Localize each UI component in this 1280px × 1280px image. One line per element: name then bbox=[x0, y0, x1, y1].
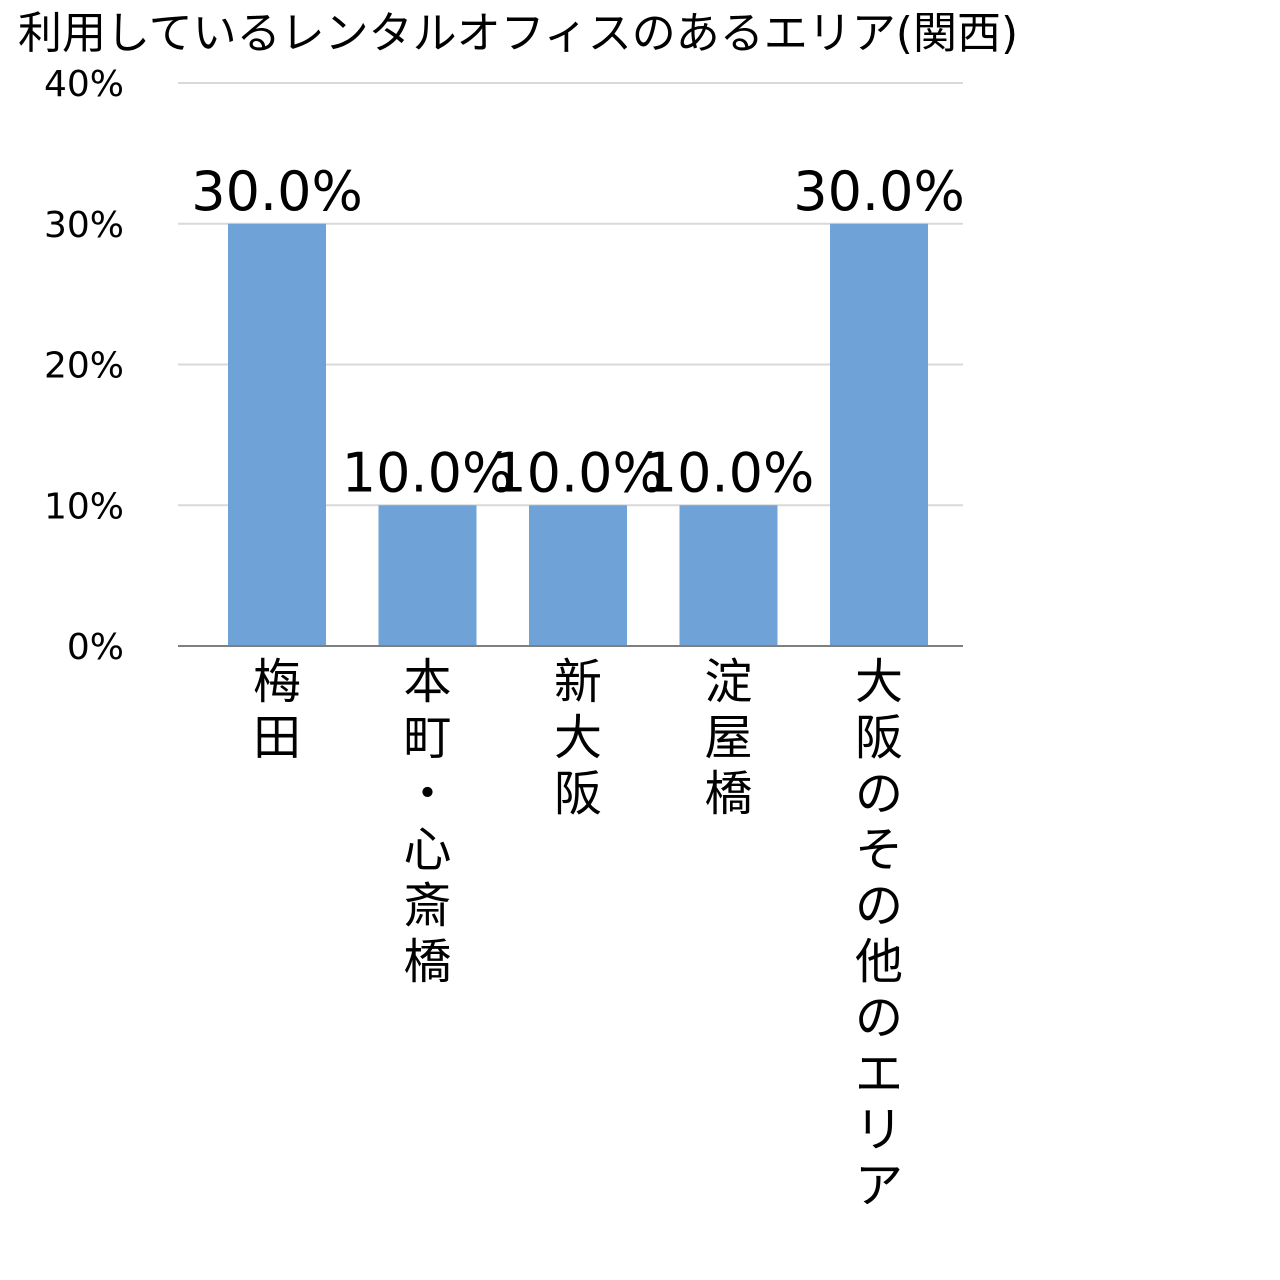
data-label: 10.0% bbox=[643, 441, 815, 504]
bar bbox=[529, 505, 627, 646]
category-label: 本町・心斎橋 bbox=[403, 654, 451, 990]
y-tick-label: 20% bbox=[44, 346, 124, 387]
category-label: 新大阪 bbox=[554, 654, 602, 822]
data-label: 30.0% bbox=[793, 160, 965, 223]
bar bbox=[679, 505, 778, 646]
data-label: 10.0% bbox=[492, 441, 664, 504]
y-tick-label: 30% bbox=[44, 205, 124, 246]
category-labels: 梅田 本町・心斎橋 新大阪 淀屋橋 大阪のその他のエリア bbox=[253, 654, 903, 1214]
bar bbox=[378, 505, 477, 646]
category-label: 梅田 bbox=[253, 654, 301, 766]
y-tick-label: 10% bbox=[44, 486, 124, 527]
data-label: 30.0% bbox=[191, 160, 363, 223]
data-label: 10.0% bbox=[342, 441, 514, 504]
y-tick-labels: 0% 10% 20% 30% 40% bbox=[44, 64, 124, 668]
bars bbox=[228, 223, 928, 646]
y-tick-label: 40% bbox=[44, 64, 124, 105]
chart-title: 利用しているレンタルオフィスのあるエリア(関西) bbox=[18, 8, 1019, 59]
category-label: 淀屋橋 bbox=[704, 654, 752, 822]
y-tick-label: 0% bbox=[67, 627, 124, 668]
bar bbox=[228, 223, 326, 646]
data-labels: 30.0%10.0%10.0%10.0%30.0% bbox=[191, 160, 965, 505]
bar bbox=[830, 223, 928, 646]
category-label: 大阪のその他のエリア bbox=[855, 654, 903, 1214]
